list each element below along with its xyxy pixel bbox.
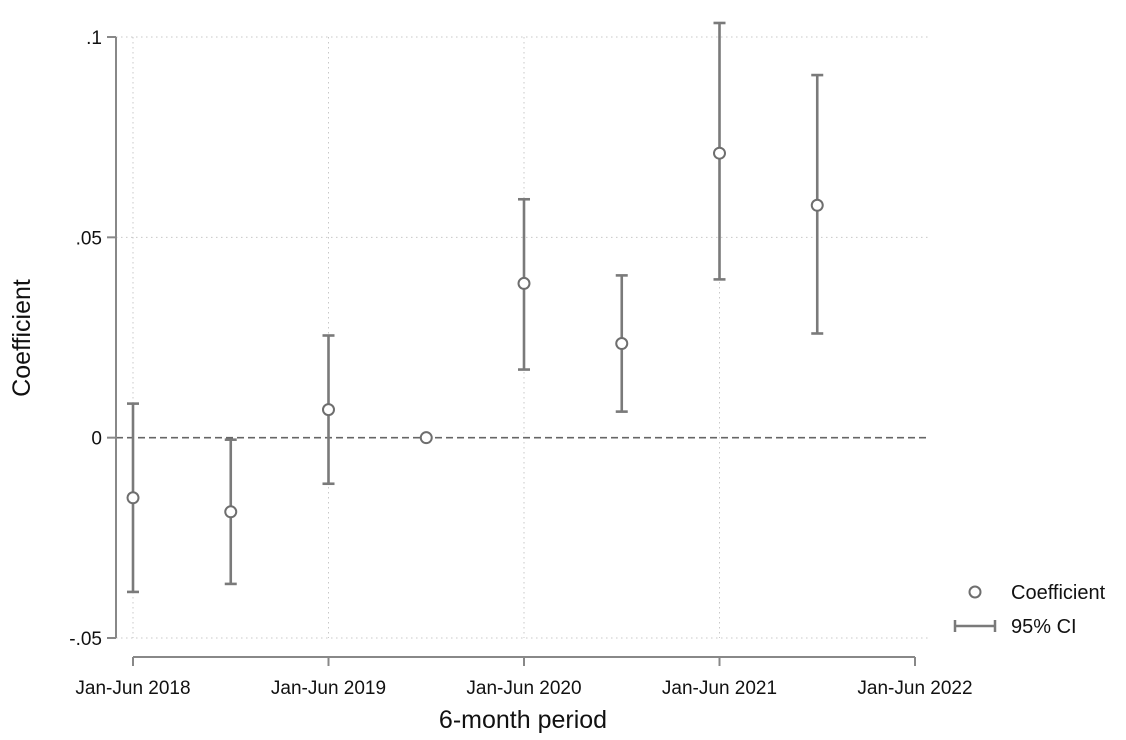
x-axis-title: 6-month period [439,706,607,734]
legend: Coefficient 95% CI [953,582,1106,638]
data-point [810,198,824,212]
x-tick-label: Jan-Jun 2022 [857,678,972,699]
legend-ci-label: 95% CI [1011,616,1077,638]
data-point [713,146,726,160]
axes: .1 .05 0 -.05 Jan-Jun 2018 Jan-Jun 2019 Jan-Ju… [69,28,972,699]
y-tick-label: .05 [76,228,102,249]
x-tick-label: Jan-Jun 2018 [75,678,190,699]
x-tick-label: Jan-Jun 2019 [271,678,386,699]
data-point [126,491,140,505]
y-axis-title: Coefficient [8,279,36,397]
data-point [615,337,629,351]
data-point [224,505,238,519]
x-tick-label: Jan-Jun 2020 [466,678,581,699]
y-tick-label: 0 [91,429,102,450]
y-tick-label: -.05 [69,629,102,650]
data-point [517,276,531,290]
data-point [322,403,335,417]
legend-ci-swatch [953,620,997,632]
y-tick-label: .1 [86,28,102,49]
legend-coefficient-marker [968,585,982,599]
data-point [419,431,433,445]
x-tick-label: Jan-Jun 2021 [662,678,777,699]
coefficient-points [126,146,824,519]
legend-coefficient-label: Coefficient [1011,582,1106,604]
